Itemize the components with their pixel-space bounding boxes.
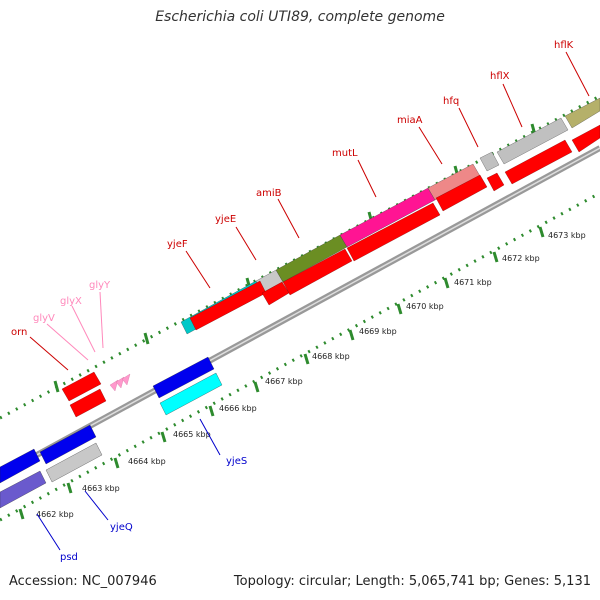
kbp-label: 4667 kbp bbox=[265, 377, 303, 386]
gene-orn[interactable] bbox=[61, 371, 102, 402]
forward-tick-rail bbox=[0, 94, 600, 420]
gene-forward[interactable] bbox=[435, 174, 488, 212]
gene-label-amiB: amiB bbox=[256, 188, 282, 199]
gene-forward[interactable] bbox=[189, 280, 267, 331]
reverse-tick-rail bbox=[0, 191, 600, 522]
trna-label-leaders bbox=[46, 291, 104, 361]
reverse-gene-track bbox=[0, 356, 223, 509]
kbp-label: 4663 kbp bbox=[82, 484, 120, 493]
gene-label-yjeQ: yjeQ bbox=[110, 522, 133, 533]
gene-label-yjeF: yjeF bbox=[167, 239, 188, 250]
kbp-label: 4673 kbp bbox=[548, 231, 586, 240]
gene-label-yjeE: yjeE bbox=[215, 214, 236, 225]
gene-reverse[interactable] bbox=[152, 356, 215, 399]
kbp-label: 4670 kbp bbox=[406, 302, 444, 311]
trna-gene-group bbox=[109, 373, 131, 392]
kbp-label: 4666 kbp bbox=[219, 404, 257, 413]
kbp-label: 4662 kbp bbox=[36, 510, 74, 519]
trna-label-glyV: glyV bbox=[33, 313, 55, 324]
kbp-label: 4671 kbp bbox=[454, 278, 492, 287]
gene-psd[interactable] bbox=[0, 470, 47, 509]
gene-label-mutL: mutL bbox=[332, 148, 358, 159]
gene-hflX[interactable] bbox=[496, 117, 569, 165]
gene-forward[interactable] bbox=[69, 388, 107, 418]
kbp-label: 4665 kbp bbox=[173, 430, 211, 439]
kbp-label: 4669 kbp bbox=[359, 327, 397, 336]
kbp-label: 4668 kbp bbox=[312, 352, 350, 361]
gene-yjeS[interactable] bbox=[159, 372, 223, 416]
gene-reverse[interactable] bbox=[0, 448, 41, 484]
trna-glyX[interactable] bbox=[115, 376, 125, 389]
reverse-major-ticks bbox=[18, 226, 545, 520]
trna-glyV[interactable] bbox=[109, 379, 119, 392]
trna-label-glyX: glyX bbox=[60, 296, 82, 307]
gene-forward[interactable] bbox=[571, 124, 600, 153]
gene-hflK[interactable] bbox=[564, 97, 600, 129]
map-title: Escherichia coli UTI89, complete genome bbox=[155, 9, 445, 25]
gene-forward[interactable] bbox=[282, 248, 353, 296]
gene-label-yjeS: yjeS bbox=[226, 456, 247, 467]
gene-label-hflX: hflX bbox=[490, 71, 510, 82]
kbp-label: 4664 kbp bbox=[128, 457, 166, 466]
gene-label-hflK: hflK bbox=[554, 40, 574, 51]
reverse-label-leaders bbox=[36, 418, 221, 551]
gene-label-psd: psd bbox=[60, 552, 78, 563]
accession-text: Accession: NC_007946 bbox=[9, 574, 157, 589]
forward-major-ticks bbox=[53, 123, 537, 393]
topology-text: Topology: circular; Length: 5,065,741 bp… bbox=[233, 574, 591, 589]
gene-label-hfq: hfq bbox=[443, 96, 459, 107]
trna-label-glyY: glyY bbox=[89, 280, 111, 291]
gene-forward[interactable] bbox=[346, 202, 441, 262]
gene-forward[interactable] bbox=[486, 172, 505, 192]
kbp-label: 4672 kbp bbox=[502, 254, 540, 263]
gene-forward[interactable] bbox=[504, 139, 573, 185]
gene-label-orn: orn bbox=[11, 327, 27, 338]
gene-yjeQ[interactable] bbox=[45, 442, 103, 483]
gene-reverse[interactable] bbox=[39, 424, 97, 465]
trna-glyY[interactable] bbox=[121, 373, 131, 386]
forward-gene-track-2 bbox=[61, 124, 600, 418]
forward-label-leaders bbox=[29, 51, 590, 371]
gene-label-miaA: miaA bbox=[397, 115, 423, 126]
gene-hfq[interactable] bbox=[479, 151, 500, 172]
